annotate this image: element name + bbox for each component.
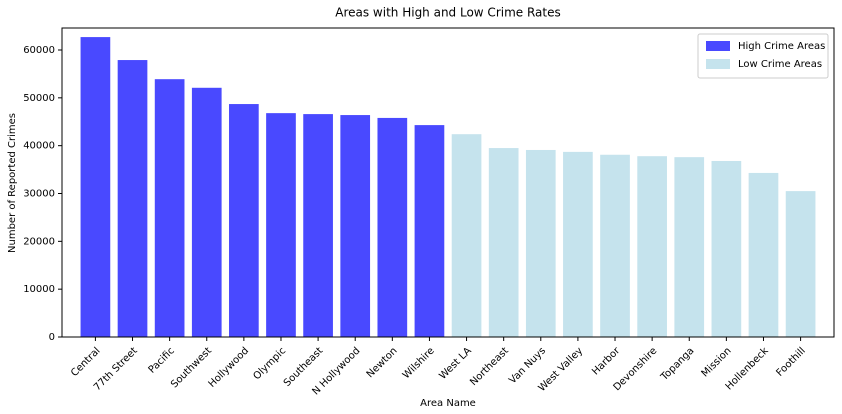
x-axis-label: Area Name <box>420 398 476 409</box>
legend-swatch <box>706 41 730 51</box>
bar <box>266 113 296 337</box>
legend-swatch <box>706 59 730 69</box>
bar <box>414 125 445 337</box>
bar <box>563 151 593 337</box>
bar <box>451 134 482 337</box>
legend-box <box>697 33 829 79</box>
y-tick-label: 20000 <box>23 236 55 247</box>
bar <box>488 148 519 337</box>
y-axis-label: Number of Reported Crimes <box>7 113 18 253</box>
y-tick-label: 50000 <box>23 93 55 104</box>
bar <box>600 154 630 337</box>
bar <box>674 157 705 337</box>
bar <box>154 79 185 337</box>
x-tick-label: Olympic <box>251 345 288 382</box>
bar <box>340 115 371 337</box>
bar <box>637 156 667 337</box>
legend-label: High Crime Areas <box>738 41 825 52</box>
chart-title: Areas with High and Low Crime Rates <box>335 6 561 20</box>
bar <box>191 87 222 338</box>
bar <box>303 114 333 338</box>
bar <box>80 37 111 338</box>
x-tick-label: Hollywood <box>207 345 251 389</box>
x-tick-label: Harbor <box>590 345 623 378</box>
bar <box>785 191 816 337</box>
x-tick-label: Newton <box>365 345 400 380</box>
x-tick-label: Topanga <box>658 345 696 383</box>
bar <box>377 117 408 338</box>
y-tick-label: 10000 <box>23 284 55 295</box>
bar <box>748 172 779 337</box>
legend-label: Low Crime Areas <box>738 59 822 70</box>
plot-frame <box>61 27 835 338</box>
x-tick-label: Wilshire <box>401 345 437 381</box>
bar <box>711 160 742 337</box>
x-tick-label: Foothill <box>774 345 807 378</box>
y-tick-label: 40000 <box>23 141 55 152</box>
bar <box>117 60 148 338</box>
bar <box>229 104 259 338</box>
bar <box>525 149 556 337</box>
y-tick-label: 60000 <box>23 45 55 56</box>
x-tick-label: Mission <box>700 345 734 379</box>
y-tick-label: 30000 <box>23 189 55 200</box>
x-tick-label: West LA <box>437 345 473 381</box>
y-tick-label: 0 <box>49 332 55 343</box>
x-tick-label: Northeast <box>468 345 511 388</box>
x-tick-label: Central <box>69 345 103 379</box>
x-tick-label: Pacific <box>147 345 177 375</box>
